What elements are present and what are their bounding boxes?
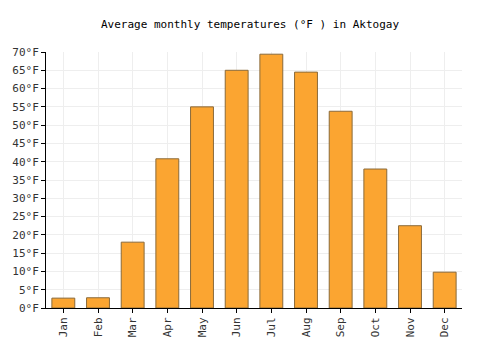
svg-text:0°F: 0°F	[19, 302, 39, 315]
svg-text:10°F: 10°F	[12, 265, 39, 278]
svg-text:70°F: 70°F	[12, 46, 39, 59]
svg-text:Jun: Jun	[230, 317, 243, 337]
svg-text:May: May	[196, 317, 209, 337]
svg-text:55°F: 55°F	[12, 101, 39, 114]
svg-text:5°F: 5°F	[19, 284, 39, 297]
svg-text:50°F: 50°F	[12, 119, 39, 132]
svg-text:Average monthly temperatures (: Average monthly temperatures (°F ) in Ak…	[101, 18, 399, 31]
svg-text:35°F: 35°F	[12, 174, 39, 187]
svg-text:45°F: 45°F	[12, 137, 39, 150]
svg-text:Oct: Oct	[369, 317, 382, 337]
svg-text:65°F: 65°F	[12, 64, 39, 77]
svg-text:Jul: Jul	[265, 317, 278, 337]
svg-text:Sep: Sep	[334, 317, 347, 337]
svg-text:Apr: Apr	[161, 317, 174, 337]
svg-text:40°F: 40°F	[12, 156, 39, 169]
svg-text:Jan: Jan	[57, 317, 70, 337]
svg-text:15°F: 15°F	[12, 247, 39, 260]
svg-text:Mar: Mar	[126, 317, 139, 337]
svg-text:Feb: Feb	[92, 317, 105, 337]
svg-text:Aug: Aug	[300, 317, 313, 337]
svg-text:Nov: Nov	[404, 317, 417, 337]
svg-text:30°F: 30°F	[12, 192, 39, 205]
svg-text:Dec: Dec	[438, 317, 451, 337]
svg-text:20°F: 20°F	[12, 229, 39, 242]
svg-text:60°F: 60°F	[12, 82, 39, 95]
svg-text:25°F: 25°F	[12, 210, 39, 223]
